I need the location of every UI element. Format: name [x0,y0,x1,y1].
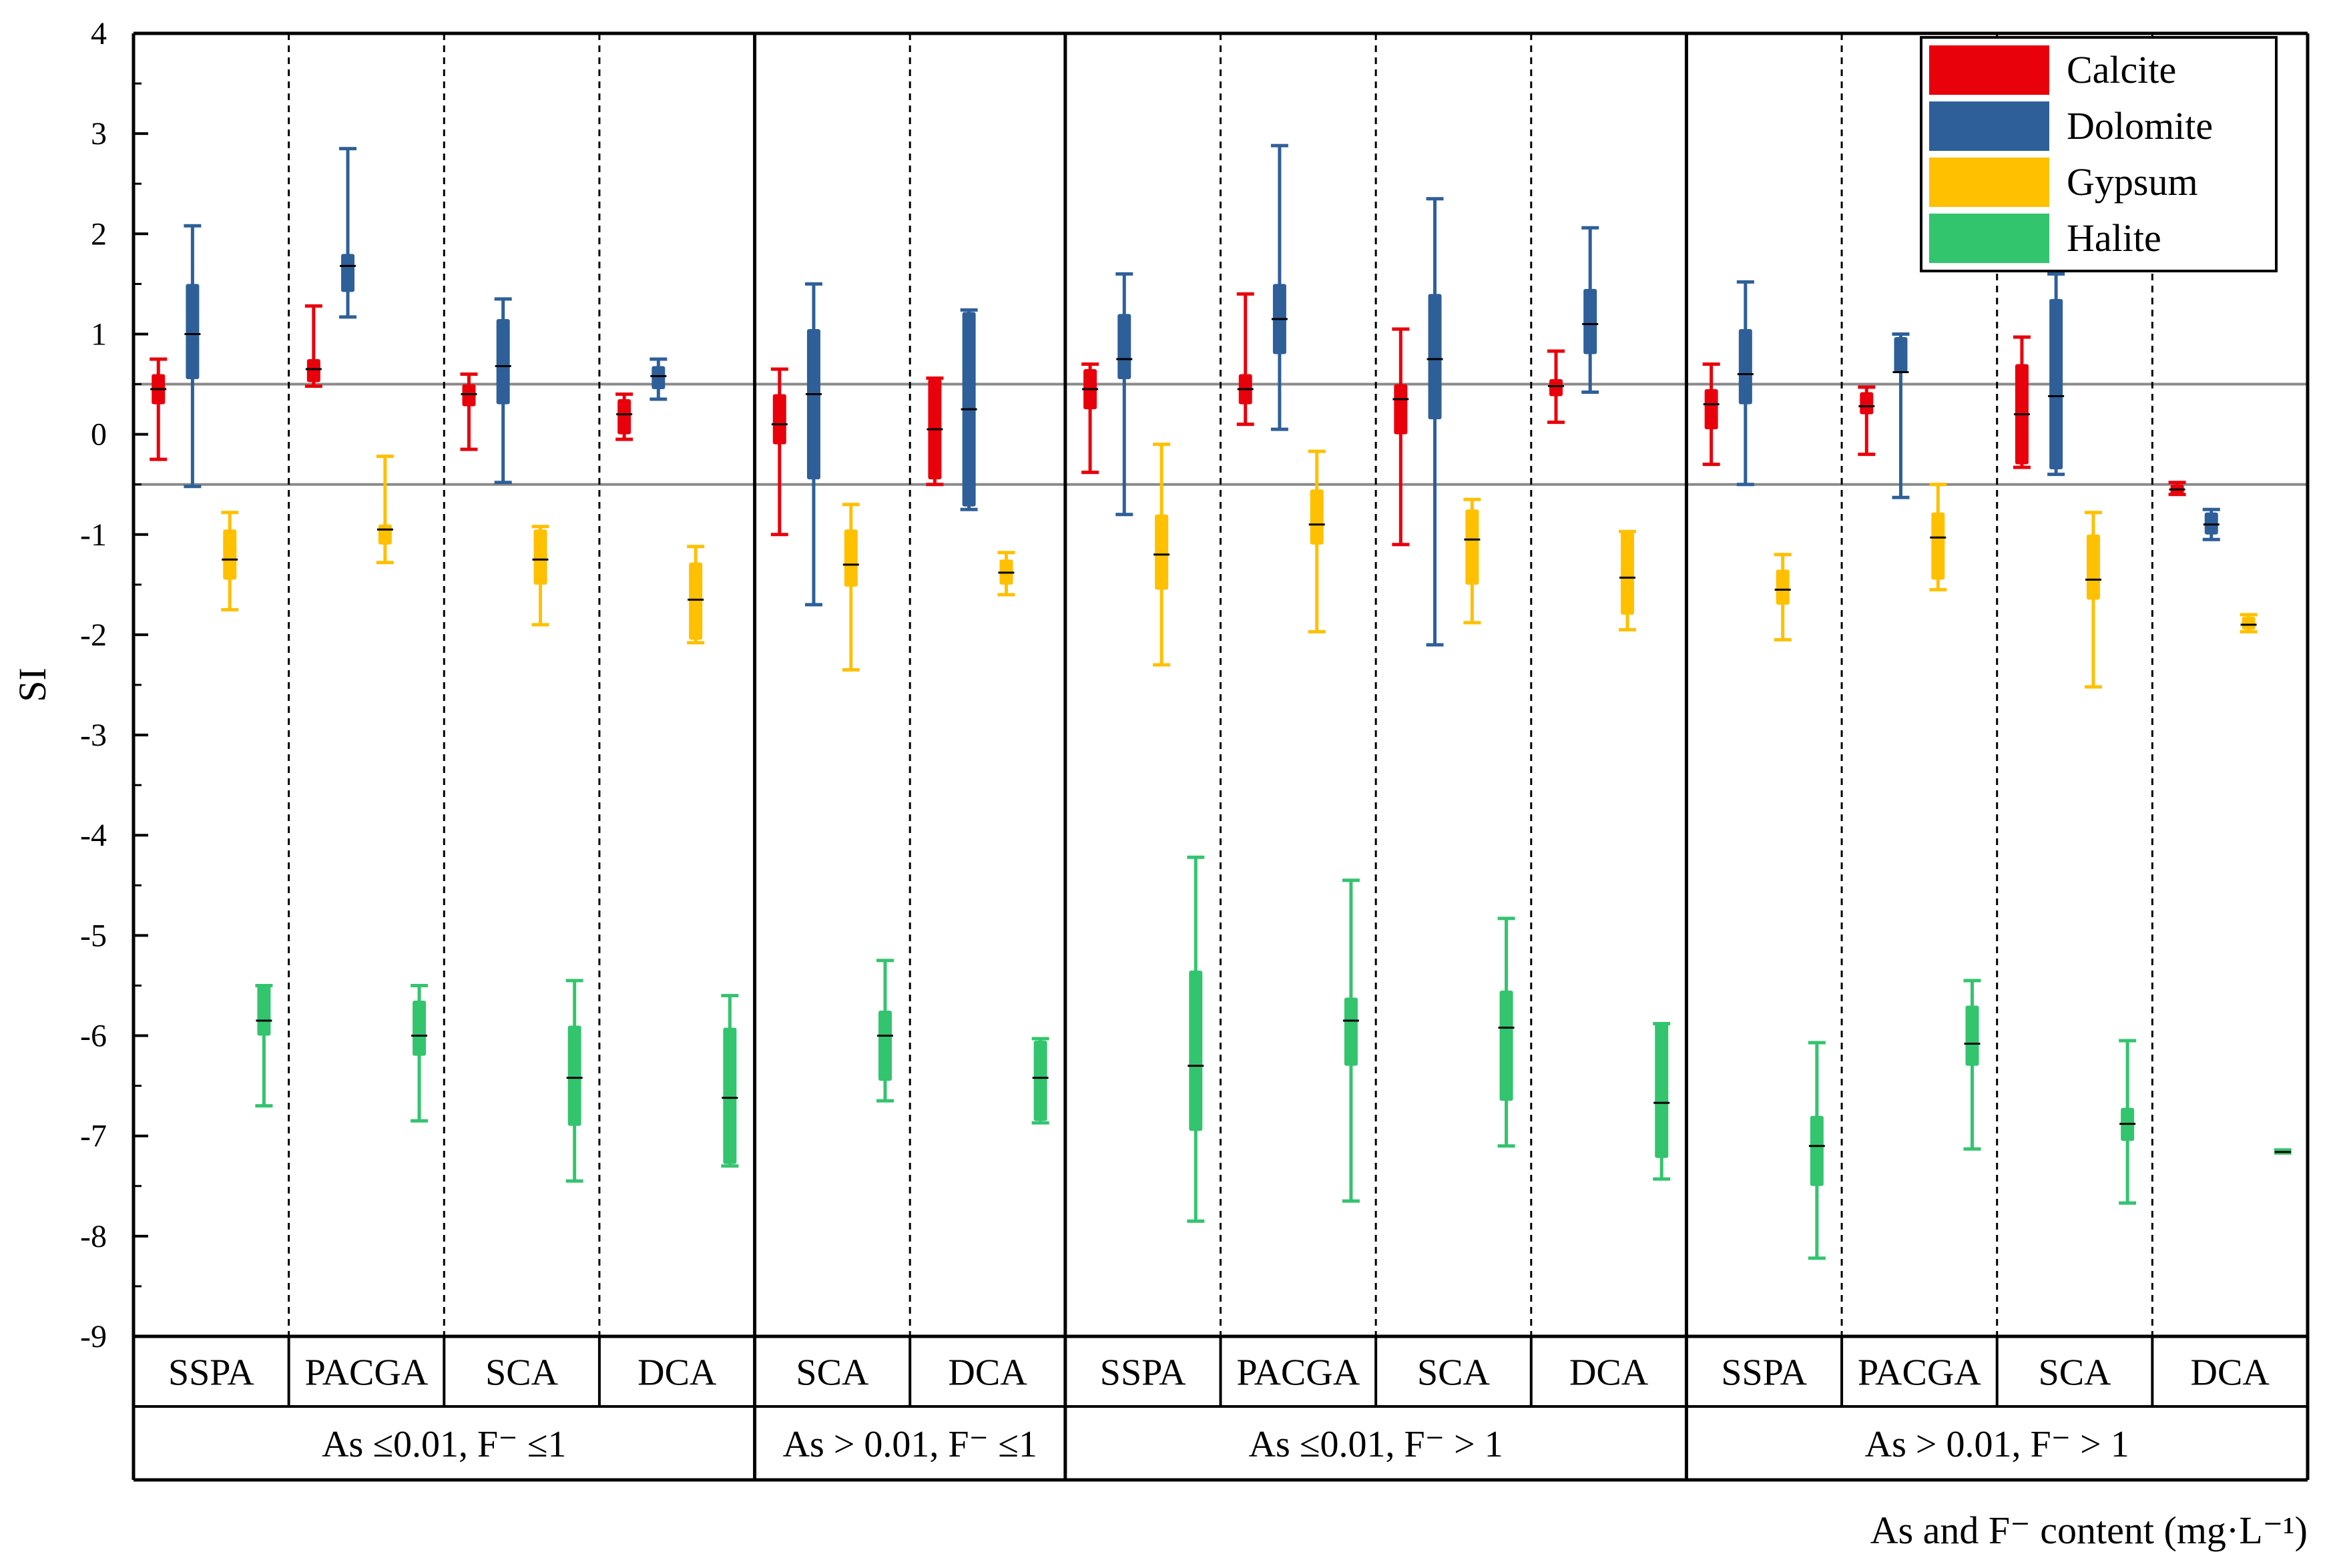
y-tick-label: -7 [80,1119,107,1154]
y-tick-label: 0 [91,417,107,453]
box-calcite [1394,384,1408,435]
box-halite [878,1011,892,1081]
category-label: SCA [796,1352,868,1394]
category-label: DCA [1569,1352,1649,1394]
box-halite [567,1025,581,1126]
group-label: As ≤0.01, F⁻ > 1 [1249,1424,1503,1465]
box-dolomite [2204,512,2218,535]
y-tick-label: 2 [91,216,107,252]
box-halite [1499,990,1513,1101]
box-gypsum [1155,514,1169,590]
box-gypsum [223,529,237,580]
box-gypsum [1776,569,1790,605]
box-halite [1655,1023,1669,1158]
legend-label-gypsum: Gypsum [2067,160,2198,204]
category-label: SSPA [1100,1352,1186,1394]
legend-label-halite: Halite [2067,216,2161,260]
box-gypsum [1465,509,1479,585]
box-gypsum [533,529,547,585]
category-label: SCA [1417,1352,1490,1394]
y-tick-label: -6 [80,1019,107,1054]
x-axis-title: As and F⁻ content (mg·L⁻¹) [1870,1509,2308,1552]
box-dolomite [1428,294,1442,420]
box-calcite [462,384,476,407]
y-tick-label: 1 [91,316,107,352]
box-halite [257,985,271,1036]
y-tick-label: -9 [80,1319,107,1354]
box-gypsum [2086,534,2100,600]
category-label: PACGA [1236,1352,1360,1394]
legend-label-dolomite: Dolomite [2067,104,2213,148]
y-tick-label: -2 [80,617,107,653]
legend-swatch-halite [1929,214,2049,263]
box-dolomite [341,254,355,292]
box-halite [413,1000,427,1056]
box-halite [723,1027,737,1164]
box-calcite [617,399,631,435]
box-halite [1189,970,1203,1131]
box-dolomite [1738,328,1752,405]
group-label: As > 0.01, F⁻ ≤1 [783,1424,1037,1465]
category-label: SSPA [1721,1352,1807,1394]
box-dolomite [496,318,510,405]
y-tick-label: -8 [80,1219,107,1254]
box-halite [1344,997,1358,1066]
legend-swatch-dolomite [1929,101,2049,151]
box-gypsum [689,562,703,640]
box-gypsum [2242,616,2256,630]
box-dolomite [1117,314,1131,380]
box-dolomite [652,366,666,390]
box-gypsum [1310,489,1324,545]
category-label: DCA [2191,1352,2270,1394]
box-dolomite [186,284,200,380]
box-calcite [1704,389,1718,430]
box-halite [1810,1115,1824,1186]
box-gypsum [844,529,858,587]
y-axis-title: SI [11,668,54,702]
box-halite [1965,1005,1979,1066]
box-dolomite [1583,288,1597,354]
category-label: SSPA [168,1352,254,1394]
box-dolomite [2049,298,2063,470]
box-gypsum [1621,532,1635,615]
category-label: DCA [637,1352,717,1394]
box-gypsum [1931,512,1945,580]
box-calcite [1549,379,1563,397]
legend-label-calcite: Calcite [2067,48,2176,91]
box-calcite [772,394,786,445]
box-dolomite [1894,336,1908,372]
group-label: As ≤0.01, F⁻ ≤1 [322,1424,566,1465]
legend-swatch-gypsum [1929,158,2049,207]
y-tick-label: 4 [91,16,107,51]
box-gypsum [378,524,392,545]
box-dolomite [806,328,820,480]
category-label: DCA [948,1352,1027,1394]
box-calcite [1860,392,1874,415]
box-calcite [306,359,320,382]
category-label: SCA [2039,1352,2111,1394]
y-tick-label: -1 [80,517,107,553]
group-label: As > 0.01, F⁻ > 1 [1865,1424,2129,1465]
category-label: PACGA [1858,1352,1981,1394]
category-label: SCA [485,1352,558,1394]
y-tick-label: -3 [80,718,107,753]
legend-swatch-calcite [1929,45,2049,95]
y-tick-label: -4 [80,818,107,853]
y-tick-label: 3 [91,116,107,152]
box-halite [1033,1041,1047,1121]
category-label: PACGA [305,1352,429,1394]
y-tick-label: -5 [80,918,107,953]
